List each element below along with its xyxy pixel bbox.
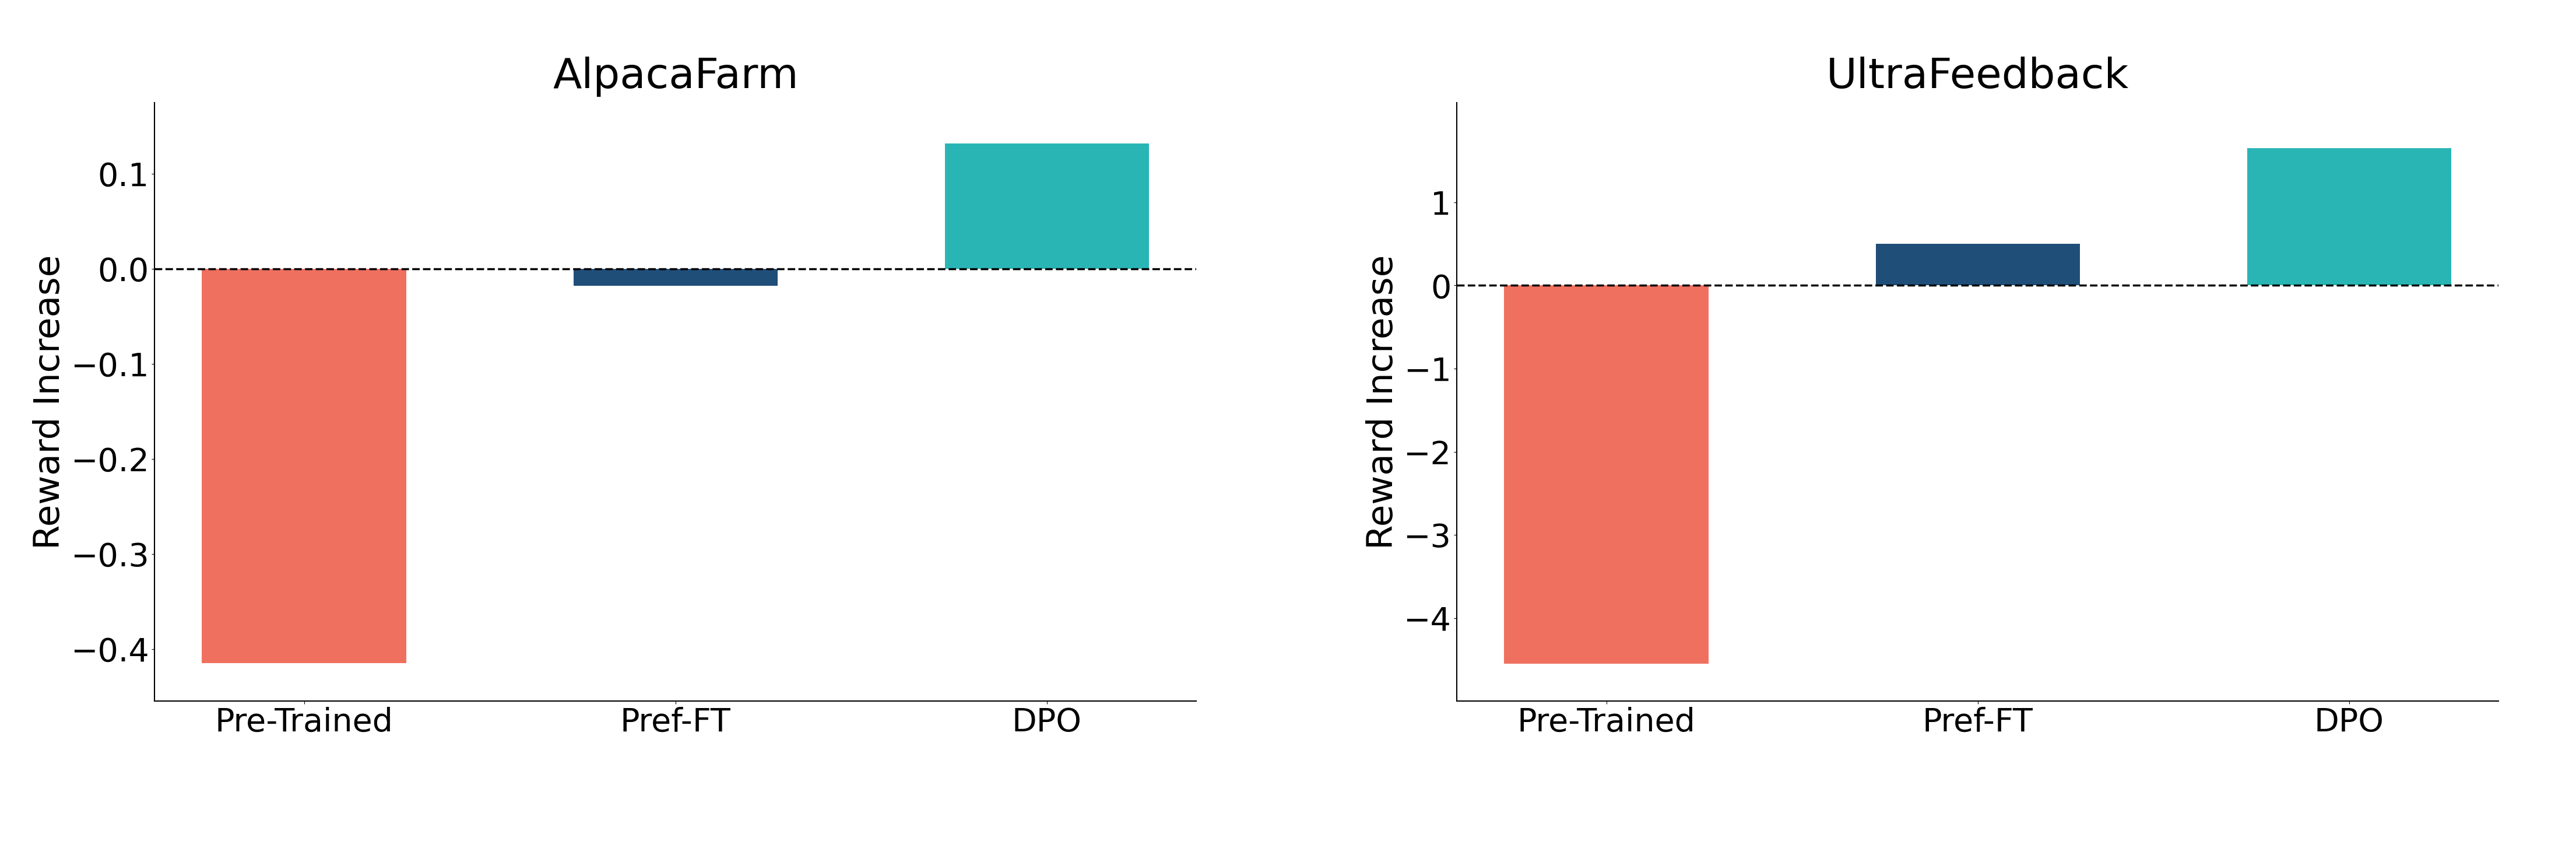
Y-axis label: Reward Increase: Reward Increase <box>1365 255 1401 549</box>
Bar <box>945 144 1149 268</box>
Title: AlpacaFarm: AlpacaFarm <box>554 56 799 97</box>
Bar <box>574 268 778 286</box>
Y-axis label: Reward Increase: Reward Increase <box>33 255 67 549</box>
Bar <box>1504 286 1708 663</box>
Bar <box>2246 148 2452 286</box>
Bar <box>201 268 407 663</box>
Bar <box>1875 244 2079 286</box>
Title: UltraFeedback: UltraFeedback <box>1826 56 2130 97</box>
